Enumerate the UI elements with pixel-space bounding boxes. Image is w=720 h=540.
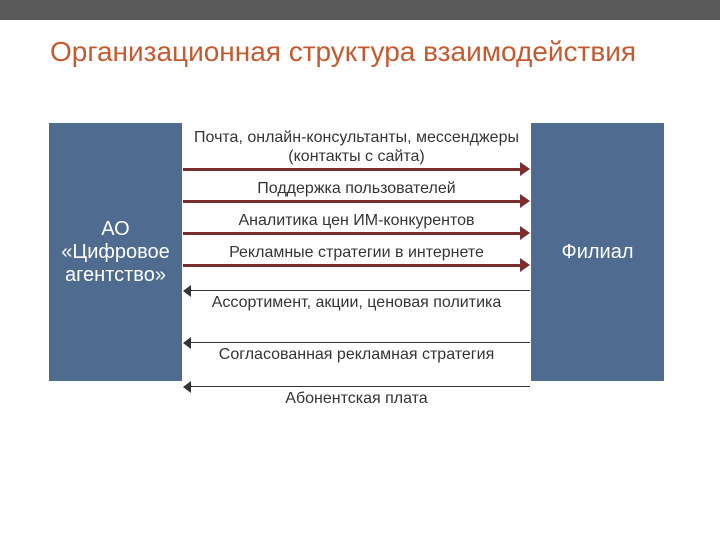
flow-arrow-left bbox=[191, 386, 530, 387]
flow-arrow-right bbox=[183, 232, 520, 235]
arrow-head-right-icon bbox=[520, 162, 530, 176]
arrow-head-right-icon bbox=[520, 258, 530, 272]
right-org-box: Филиал bbox=[530, 122, 665, 382]
left-org-label: АО «Цифровое агентство» bbox=[55, 218, 176, 287]
flow-label-right: Почта, онлайн-консультанты, мессенджеры … bbox=[183, 129, 530, 166]
flow-label-left: Ассортимент, акции, ценовая политика bbox=[183, 294, 530, 312]
flow-label-right: Аналитика цен ИМ-конкурентов bbox=[183, 212, 530, 230]
left-org-box: АО «Цифровое агентство» bbox=[48, 122, 183, 382]
flow-arrow-left bbox=[191, 290, 530, 291]
right-org-label: Филиал bbox=[561, 241, 633, 264]
flow-label-right: Рекламные стратегии в интернете bbox=[183, 244, 530, 262]
flow-arrow-right bbox=[183, 200, 520, 203]
arrow-head-right-icon bbox=[520, 194, 530, 208]
flow-arrow-right bbox=[183, 264, 520, 267]
arrow-head-right-icon bbox=[520, 226, 530, 240]
slide: Организационная структура взаимодействия… bbox=[0, 0, 720, 540]
flow-arrow-left bbox=[191, 342, 530, 343]
top-accent-bar bbox=[0, 0, 720, 20]
flow-label-left: Абонентская плата bbox=[183, 390, 530, 408]
flow-label-right: Поддержка пользователей bbox=[183, 180, 530, 198]
slide-title: Организационная структура взаимодействия bbox=[50, 35, 650, 69]
flow-label-left: Согласованная рекламная стратегия bbox=[183, 346, 530, 364]
flow-arrow-right bbox=[183, 168, 520, 171]
